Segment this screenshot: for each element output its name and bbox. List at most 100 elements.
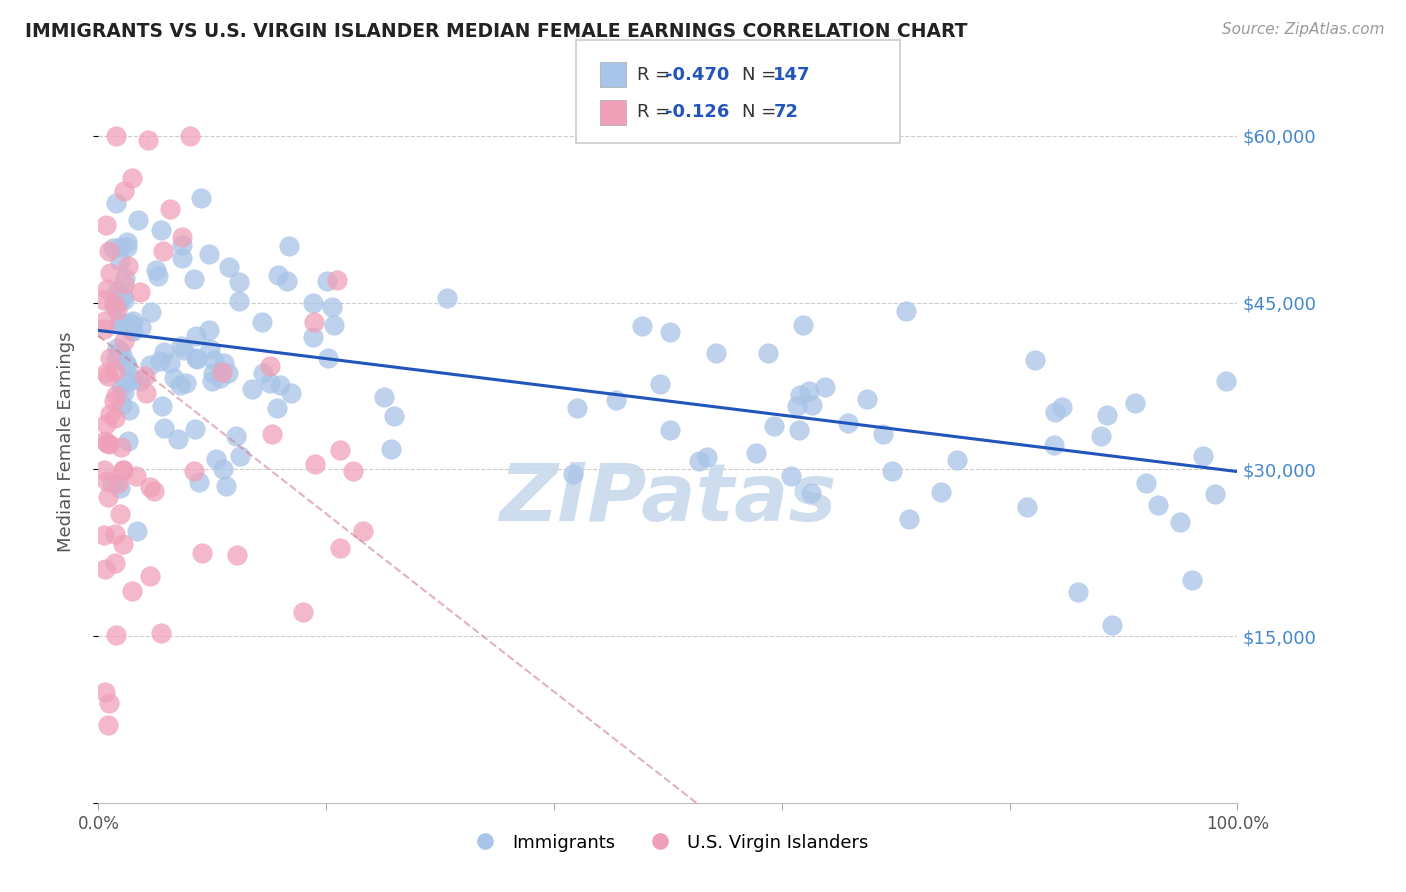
Point — [1017, 500, 1039, 515]
Point — [321, 301, 343, 315]
Point — [1024, 353, 1046, 368]
Point — [118, 403, 141, 417]
Text: N =: N = — [742, 103, 782, 121]
Point — [316, 351, 339, 365]
Point — [190, 191, 212, 205]
Point — [101, 476, 124, 491]
Point — [108, 317, 131, 331]
Point — [187, 475, 209, 489]
Point — [266, 268, 288, 283]
Point — [112, 537, 135, 551]
Point — [183, 465, 205, 479]
Point — [136, 133, 159, 147]
Point — [149, 223, 172, 237]
Point — [98, 407, 121, 421]
Point — [96, 282, 118, 296]
Point — [97, 436, 120, 450]
Point — [122, 372, 145, 386]
Point — [1135, 475, 1157, 490]
Point — [201, 374, 224, 388]
Point — [115, 359, 138, 373]
Point — [163, 370, 186, 384]
Point — [898, 512, 921, 526]
Point — [562, 467, 585, 481]
Point — [142, 484, 165, 499]
Point — [302, 315, 325, 329]
Point — [329, 443, 352, 458]
Text: IMMIGRANTS VS U.S. VIRGIN ISLANDER MEDIAN FEMALE EARNINGS CORRELATION CHART: IMMIGRANTS VS U.S. VIRGIN ISLANDER MEDIA… — [25, 22, 967, 41]
Point — [217, 367, 239, 381]
Point — [139, 480, 162, 494]
Point — [276, 274, 298, 288]
Point — [104, 364, 127, 378]
Point — [252, 366, 274, 380]
Point — [105, 341, 128, 355]
Point — [150, 399, 173, 413]
Point — [104, 526, 127, 541]
Point — [152, 244, 174, 258]
Point — [115, 355, 138, 369]
Point — [111, 463, 134, 477]
Point — [170, 252, 193, 266]
Point — [1123, 395, 1146, 409]
Point — [229, 450, 252, 464]
Point — [167, 432, 190, 446]
Text: -0.470: -0.470 — [665, 66, 730, 84]
Point — [929, 485, 952, 500]
Point — [138, 358, 160, 372]
Point — [946, 453, 969, 467]
Point — [110, 381, 132, 395]
Point — [94, 218, 117, 232]
Point — [145, 262, 167, 277]
Point — [117, 259, 139, 273]
Point — [105, 387, 128, 401]
Point — [149, 354, 172, 368]
Point — [800, 485, 823, 500]
Point — [104, 128, 127, 143]
Point — [323, 318, 346, 332]
Point — [1067, 584, 1090, 599]
Point — [380, 442, 402, 456]
Point — [107, 475, 129, 490]
Point — [704, 346, 727, 360]
Point — [342, 464, 364, 478]
Point — [103, 299, 125, 313]
Point — [108, 507, 131, 521]
Text: -0.126: -0.126 — [665, 103, 730, 121]
Point — [292, 605, 315, 619]
Point — [215, 478, 238, 492]
Point — [111, 348, 134, 362]
Point — [117, 434, 139, 449]
Point — [121, 170, 143, 185]
Point — [198, 323, 221, 337]
Point — [352, 524, 374, 538]
Point — [688, 454, 710, 468]
Point — [197, 247, 219, 261]
Point — [121, 583, 143, 598]
Point — [631, 319, 654, 334]
Point — [110, 440, 132, 454]
Point — [174, 376, 197, 391]
Point — [1043, 404, 1066, 418]
Point — [179, 128, 201, 143]
Point — [122, 314, 145, 328]
Point — [225, 429, 247, 443]
Point — [111, 288, 134, 302]
Point — [114, 271, 136, 285]
Point — [212, 462, 235, 476]
Point — [872, 426, 894, 441]
Point — [814, 379, 837, 393]
Point — [304, 457, 326, 471]
Point — [170, 238, 193, 252]
Point — [240, 383, 263, 397]
Point — [122, 324, 145, 338]
Point — [211, 365, 233, 379]
Point — [105, 303, 128, 318]
Point — [97, 369, 120, 384]
Point — [97, 491, 120, 505]
Point — [269, 378, 291, 392]
Point — [837, 417, 859, 431]
Point — [266, 401, 288, 415]
Point — [779, 468, 801, 483]
Point — [115, 235, 138, 249]
